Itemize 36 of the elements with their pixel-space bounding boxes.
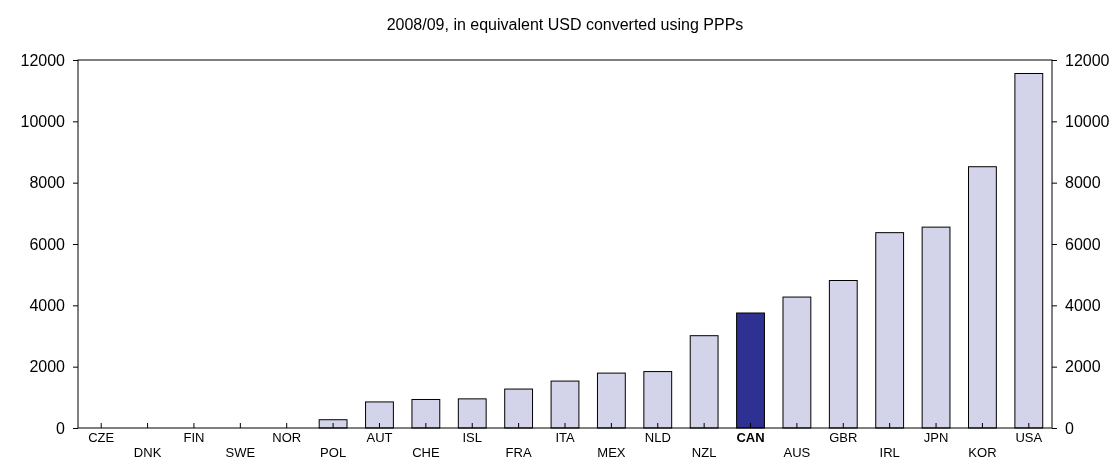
- x-tick-label: MEX: [597, 444, 626, 460]
- x-tick-label: POL: [320, 444, 347, 460]
- y-tick-label: 4000: [29, 296, 66, 314]
- y-tick-label: 8000: [29, 174, 66, 192]
- y-tick-label: 2000: [29, 358, 66, 376]
- x-tick-label: USA: [1015, 429, 1043, 445]
- x-tick-label: SWE: [225, 444, 256, 460]
- x-tick-label: NLD: [644, 429, 671, 445]
- x-tick-label: NZL: [691, 444, 717, 460]
- y-tick-label: 10000: [20, 112, 66, 130]
- y2-tick-label: 8000: [1065, 174, 1101, 192]
- x-tick-label: IRL: [879, 444, 900, 460]
- y-tick-label: 0: [56, 419, 66, 437]
- x-tick-label: CZE: [88, 429, 115, 445]
- chart-title: 2008/09, in equivalent USD converted using PPPs: [386, 16, 744, 33]
- x-tick-label: CAN: [736, 429, 765, 445]
- x-tick-label: KOR: [968, 444, 997, 460]
- y2-tick-label: 6000: [1065, 235, 1101, 253]
- y2-tick-label: 0: [1065, 419, 1074, 437]
- y2-tick-label: 10000: [1065, 112, 1110, 130]
- x-tick-label: JPN: [923, 429, 949, 445]
- y-tick-label: 12000: [20, 51, 66, 69]
- x-tick-label: NOR: [272, 429, 302, 445]
- x-tick-label: ISL: [462, 429, 482, 445]
- x-tick-label: DNK: [133, 444, 162, 460]
- y2-tick-label: 4000: [1065, 296, 1101, 314]
- y2-tick-label: 2000: [1065, 358, 1101, 376]
- x-tick-label: FRA: [505, 444, 532, 460]
- x-tick-label: CHE: [412, 444, 440, 460]
- x-tick-label: ITA: [555, 429, 575, 445]
- x-tick-label: AUT: [366, 429, 393, 445]
- y2-tick-label: 12000: [1065, 51, 1110, 69]
- x-tick-label: AUS: [783, 444, 811, 460]
- y-tick-label: 6000: [29, 235, 66, 253]
- x-tick-label: FIN: [183, 429, 205, 445]
- x-tick-label: GBR: [829, 429, 858, 445]
